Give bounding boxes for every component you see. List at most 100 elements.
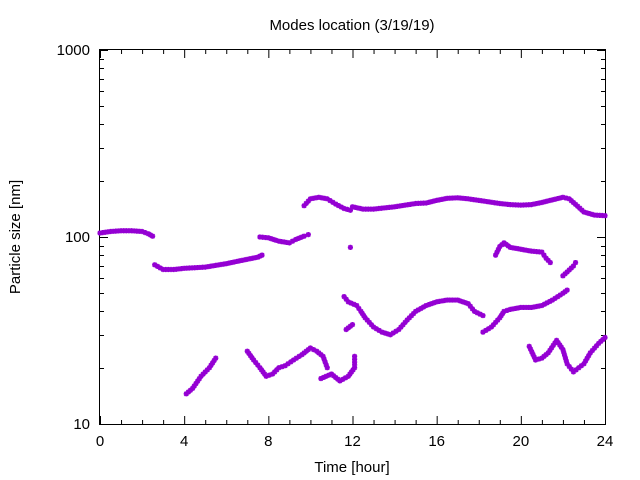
data-point (394, 203, 400, 210)
data-point (128, 228, 135, 234)
data-point (589, 347, 595, 354)
data-point (352, 204, 358, 210)
data-point (460, 299, 466, 305)
data-point (490, 322, 497, 328)
data-point (301, 233, 307, 239)
data-point (319, 195, 325, 201)
data-point (276, 238, 282, 244)
data-point (434, 197, 440, 203)
data-point (307, 345, 314, 351)
data-point (528, 304, 534, 311)
data-point (468, 196, 474, 202)
data-point (303, 200, 309, 207)
data-point (234, 258, 240, 265)
data-point (552, 196, 558, 202)
data-point (444, 297, 450, 303)
data-point (527, 346, 534, 352)
data-point (460, 195, 466, 201)
data-point (343, 296, 349, 302)
x-tick-label: 24 (597, 433, 614, 450)
data-point (352, 353, 358, 359)
data-point (196, 376, 202, 382)
data-point (581, 361, 587, 367)
data-point (539, 302, 545, 309)
data-point (566, 363, 572, 370)
data-point (210, 263, 216, 269)
data-point (347, 207, 353, 213)
data-point (547, 259, 553, 266)
data-point (142, 230, 148, 236)
data-point (270, 236, 277, 243)
data-point (541, 199, 548, 205)
data-point (491, 200, 498, 206)
data-point (568, 265, 574, 271)
data-point (324, 196, 330, 202)
data-point (352, 362, 358, 368)
data-point (189, 385, 196, 392)
data-point (195, 378, 201, 384)
data-point (499, 201, 506, 207)
data-point (602, 213, 608, 219)
data-point (547, 298, 553, 305)
data-point (526, 304, 532, 311)
data-point (260, 234, 266, 240)
axis-ticks (100, 50, 606, 425)
data-point (518, 246, 524, 252)
x-axis-label: Time [hour] (314, 459, 389, 476)
data-point (407, 201, 413, 207)
data-point (226, 260, 232, 266)
data-point (505, 201, 511, 207)
x-tick-label: 8 (264, 433, 272, 450)
data-point (549, 297, 555, 303)
data-point (251, 357, 257, 363)
data-point (502, 201, 508, 207)
data-point (476, 197, 482, 203)
data-point (526, 202, 532, 208)
data-point (320, 353, 326, 359)
data-point (321, 356, 327, 362)
data-point (547, 347, 553, 353)
data-point (568, 198, 574, 204)
data-point (452, 297, 458, 303)
data-point (480, 312, 486, 319)
data-point (136, 228, 143, 234)
data-point (562, 271, 568, 277)
data-point (160, 266, 166, 273)
data-point (495, 317, 501, 323)
data-point (244, 256, 250, 262)
data-point (123, 228, 129, 234)
data-point (449, 195, 456, 201)
data-point (363, 206, 369, 212)
data-point (236, 258, 243, 264)
data-point (341, 205, 347, 212)
data-point (536, 200, 542, 206)
data-point (373, 326, 379, 332)
data-point (462, 195, 469, 202)
data-point (591, 212, 598, 218)
data-point (187, 387, 194, 393)
data-point (410, 201, 416, 207)
data-point (566, 196, 572, 202)
data-point (441, 196, 448, 202)
data-point (413, 200, 419, 207)
data-point (469, 306, 476, 312)
x-tick-label: 20 (512, 433, 529, 450)
data-point (340, 376, 346, 382)
data-point (515, 305, 521, 311)
data-point (324, 365, 330, 371)
data-point (273, 237, 279, 243)
data-point (528, 248, 534, 254)
data-point (561, 349, 567, 356)
data-point (444, 195, 450, 201)
data-point (134, 228, 140, 234)
data-point (402, 202, 408, 208)
data-point (418, 305, 424, 312)
data-point (278, 238, 285, 245)
data-point (263, 373, 269, 379)
data-point (296, 353, 302, 359)
data-point (168, 266, 174, 273)
data-point (171, 266, 177, 273)
data-point (310, 347, 317, 353)
data-point (531, 304, 537, 310)
